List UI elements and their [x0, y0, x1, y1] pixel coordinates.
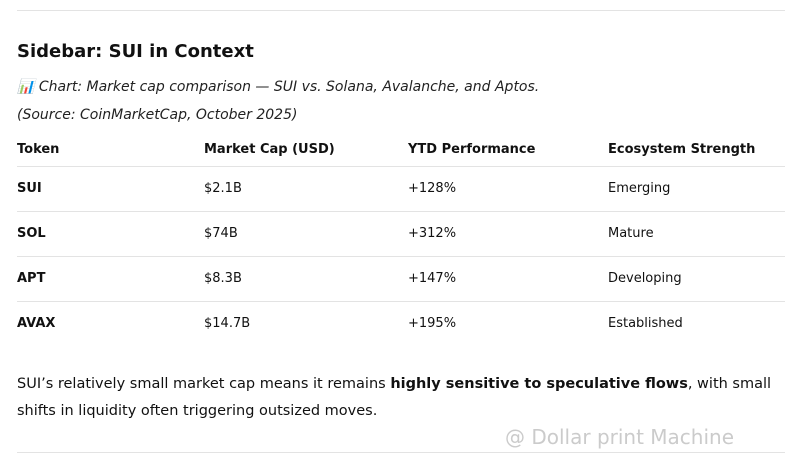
row-divider: [17, 166, 785, 167]
table-cell: $14.7B: [204, 316, 251, 331]
table-cell: +312%: [408, 226, 457, 241]
table-cell: +195%: [408, 316, 457, 331]
header-cell: Token: [17, 142, 60, 157]
table-cell: Emerging: [608, 181, 671, 196]
table-cell: APT: [17, 271, 46, 286]
row-divider: [17, 256, 785, 257]
source: (Source: CoinMarketCap, October 2025): [17, 107, 298, 123]
bottom-rule: [17, 452, 785, 453]
table-cell: +147%: [408, 271, 457, 286]
table-cell: SOL: [17, 226, 46, 241]
text: , with small shifts in liquidity often t…: [17, 376, 772, 419]
table-cell: AVAX: [17, 316, 56, 331]
table-cell: $8.3B: [204, 271, 242, 286]
text: SUI’s relatively small market cap means …: [17, 376, 391, 392]
paragraph: SUI’s relatively small market cap means …: [17, 371, 787, 425]
row-divider: [17, 211, 785, 212]
header-cell: YTD Performance: [408, 142, 536, 157]
header-cell: Market Cap (USD): [204, 142, 335, 157]
caption: 📊 Chart: Market cap comparison — SUI vs.…: [17, 79, 540, 95]
header-cell: Ecosystem Strength: [608, 142, 756, 157]
top-rule: [17, 10, 785, 11]
table-cell: Established: [608, 316, 683, 331]
watermark: @ Dollar print Machine: [505, 425, 735, 449]
row-divider: [17, 301, 785, 302]
table-cell: $74B: [204, 226, 238, 241]
table-cell: SUI: [17, 181, 42, 196]
table-cell: Developing: [608, 271, 682, 286]
bold-text: highly sensitive to speculative flows: [390, 376, 688, 392]
table-cell: +128%: [408, 181, 457, 196]
title: Sidebar: SUI in Context: [17, 41, 254, 62]
table-cell: Mature: [608, 226, 654, 241]
table-cell: $2.1B: [204, 181, 242, 196]
